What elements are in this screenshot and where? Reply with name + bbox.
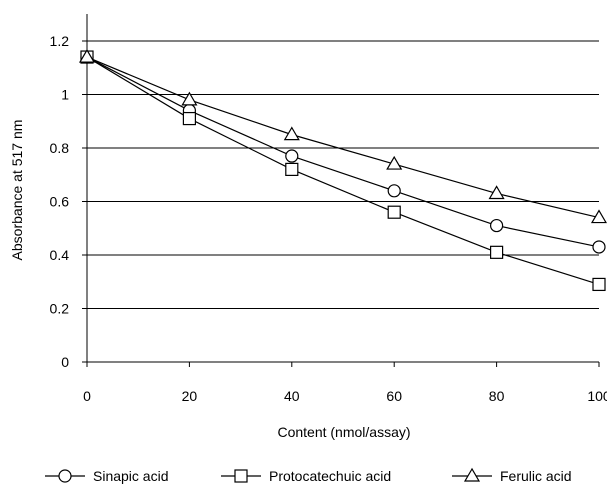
- legend-item-circle: Sinapic acid: [45, 468, 169, 484]
- x-tick-label: 100: [587, 388, 607, 404]
- legend-marker-circle: [58, 469, 72, 483]
- legend-marker-triangle: [463, 467, 481, 482]
- x-axis-title: Content (nmol/assay): [277, 424, 410, 440]
- x-tick-label: 60: [386, 388, 402, 404]
- y-tick-labels: 0 0.2 0.4 0.6 0.8 1 1.2: [50, 33, 87, 370]
- data-point-square: [285, 162, 299, 176]
- data-point-triangle: [181, 91, 198, 106]
- series-line-square: [86, 56, 600, 285]
- data-point-circle: [490, 218, 504, 233]
- data-point-square: [592, 277, 606, 292]
- y-tick-label: 0.2: [50, 301, 70, 317]
- data-point-triangle: [78, 48, 96, 63]
- series-layer: [78, 48, 607, 292]
- x-tick-label: 80: [489, 388, 505, 404]
- x-tick-label: 40: [284, 388, 300, 404]
- data-point-circle: [592, 240, 606, 254]
- data-point-triangle: [283, 126, 300, 141]
- legend-label: Ferulic acid: [500, 468, 572, 484]
- y-tick-label: 1: [61, 87, 69, 103]
- series-points-triangle: [78, 48, 607, 224]
- data-point-triangle: [386, 155, 403, 170]
- data-point-triangle: [590, 209, 607, 224]
- y-tick-label: 0.4: [50, 247, 70, 263]
- legend-label: Protocatechuic acid: [269, 468, 391, 484]
- data-point-square: [182, 111, 196, 126]
- legend-label: Sinapic acid: [93, 468, 169, 484]
- legend-marker-square: [234, 469, 248, 483]
- data-point-circle: [387, 184, 401, 198]
- y-tick-label: 0.8: [50, 140, 70, 156]
- series-line-circle: [86, 56, 600, 248]
- y-axis-title: Absorbance at 517 nm: [9, 120, 25, 261]
- data-point-square: [387, 205, 401, 219]
- data-point-triangle: [488, 185, 505, 200]
- x-tick-labels: 0 20 40 60 80 100: [83, 362, 607, 404]
- series-lines: [86, 56, 600, 285]
- x-tick-label: 0: [83, 388, 91, 404]
- series-line-triangle: [86, 56, 600, 219]
- data-point-circle: [285, 149, 299, 163]
- gridlines: [87, 40, 599, 363]
- legend-item-square: Protocatechuic acid: [221, 468, 391, 484]
- data-point-square: [490, 245, 504, 259]
- x-tick-label: 20: [182, 388, 198, 404]
- y-tick-label: 0.6: [50, 194, 70, 210]
- series-points-square: [80, 50, 606, 292]
- legend: Sinapic acid Protocatechuic acid Ferulic a…: [45, 467, 572, 484]
- series-points-circle: [80, 50, 606, 254]
- y-tick-label: 0: [61, 354, 69, 370]
- legend-item-triangle: Ferulic acid: [452, 467, 572, 484]
- y-tick-label: 1.2: [50, 33, 70, 49]
